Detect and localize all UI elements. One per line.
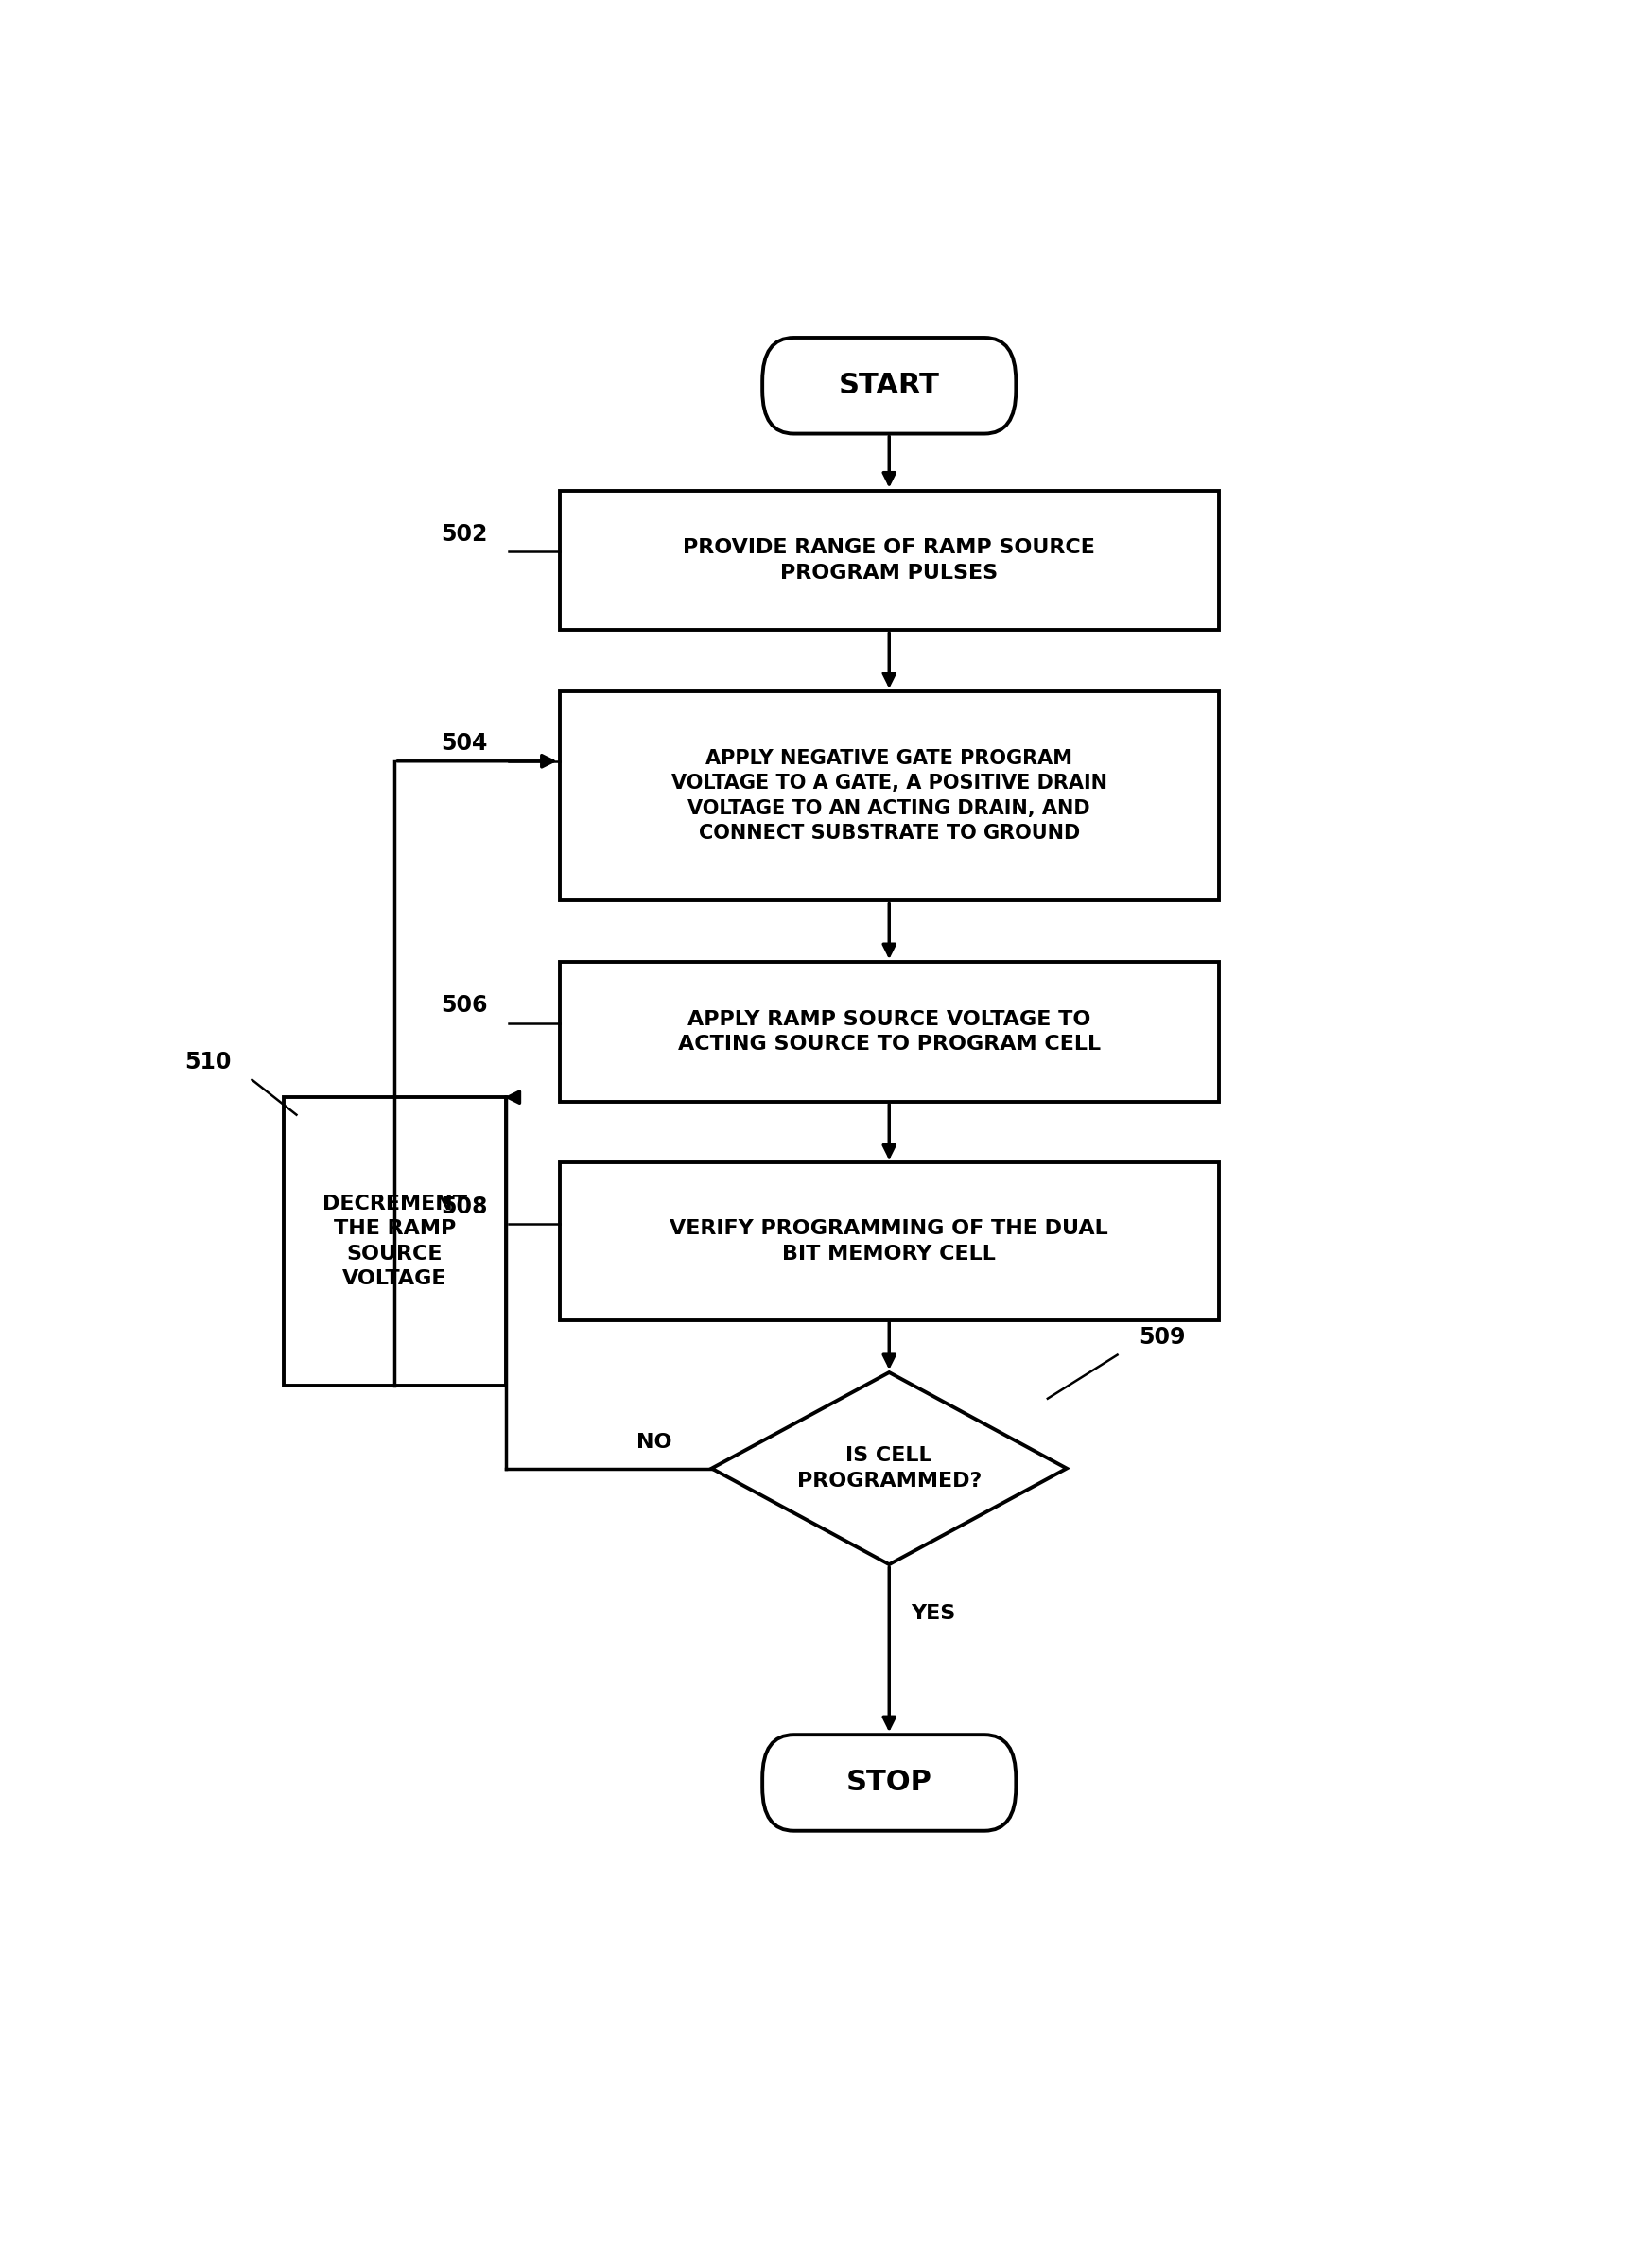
Text: 509: 509 [1139,1327,1184,1349]
Text: VERIFY PROGRAMMING OF THE DUAL
BIT MEMORY CELL: VERIFY PROGRAMMING OF THE DUAL BIT MEMOR… [669,1220,1109,1263]
Text: IS CELL
PROGRAMMED?: IS CELL PROGRAMMED? [797,1447,982,1490]
Text: 510: 510 [185,1050,231,1073]
Bar [283,1098,506,1386]
Polygon shape [712,1372,1067,1565]
Bar [560,692,1219,900]
Text: DECREMENT
THE RAMP
SOURCE
VOLTAGE: DECREMENT THE RAMP SOURCE VOLTAGE [322,1195,466,1288]
Text: 504: 504 [442,733,488,755]
Text: 506: 506 [442,993,488,1016]
FancyBboxPatch shape [762,338,1016,433]
Bar [560,1163,1219,1320]
Text: PROVIDE RANGE OF RAMP SOURCE
PROGRAM PULSES: PROVIDE RANGE OF RAMP SOURCE PROGRAM PUL… [684,538,1094,583]
Text: YES: YES [911,1603,955,1624]
Text: START: START [839,372,939,399]
Text: 508: 508 [442,1195,488,1218]
Text: APPLY NEGATIVE GATE PROGRAM
VOLTAGE TO A GATE, A POSITIVE DRAIN
VOLTAGE TO AN AC: APPLY NEGATIVE GATE PROGRAM VOLTAGE TO A… [671,748,1108,844]
FancyBboxPatch shape [762,1735,1016,1830]
Text: STOP: STOP [846,1769,933,1796]
Text: NO: NO [636,1433,672,1452]
Bar [560,490,1219,631]
Bar [560,962,1219,1102]
Text: APPLY RAMP SOURCE VOLTAGE TO
ACTING SOURCE TO PROGRAM CELL: APPLY RAMP SOURCE VOLTAGE TO ACTING SOUR… [677,1009,1101,1055]
Text: 502: 502 [442,522,488,547]
